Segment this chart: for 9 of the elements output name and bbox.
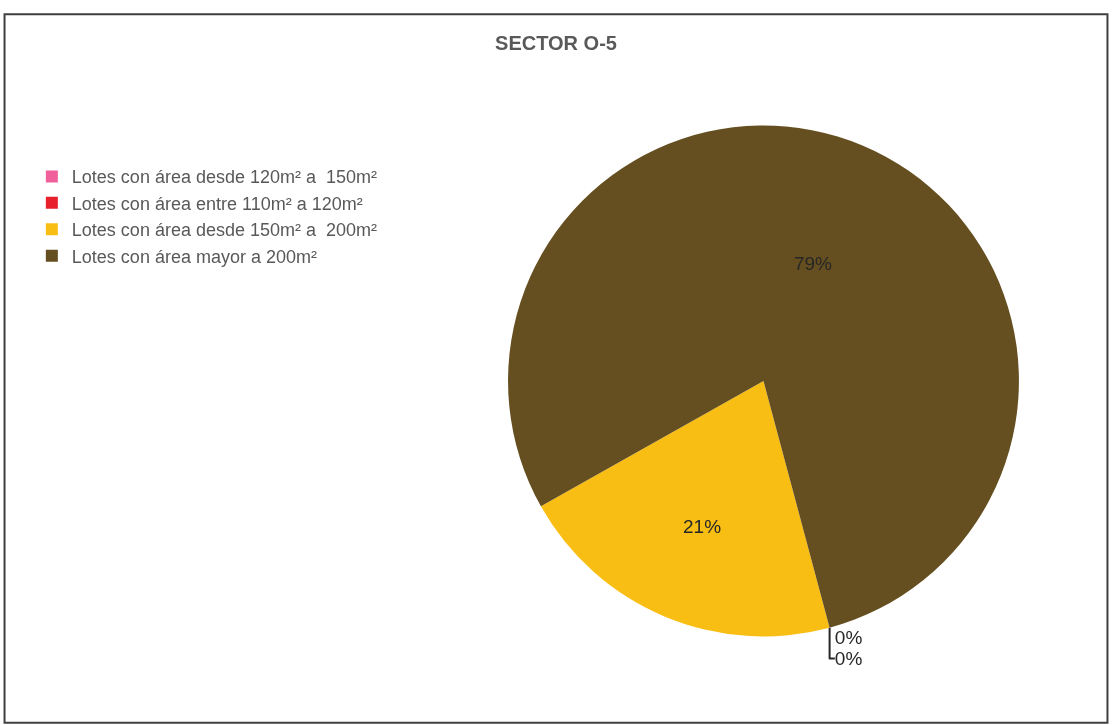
data-label: 21%: [683, 516, 722, 538]
chart-title: SECTOR O-5: [495, 32, 617, 55]
legend-label: Lotes con área mayor a 200m²: [71, 246, 317, 267]
data-label: 79%: [793, 252, 833, 274]
text: 0%: [834, 647, 863, 669]
legend-label: Lotes con área desde 120m² a 150m²: [71, 167, 378, 188]
legend-label: Lotes con área desde 150m² a 200m²: [71, 220, 378, 241]
legend-label: Lotes con área entre 110m² a 120m²: [71, 193, 363, 214]
text: 0%: [834, 626, 863, 648]
